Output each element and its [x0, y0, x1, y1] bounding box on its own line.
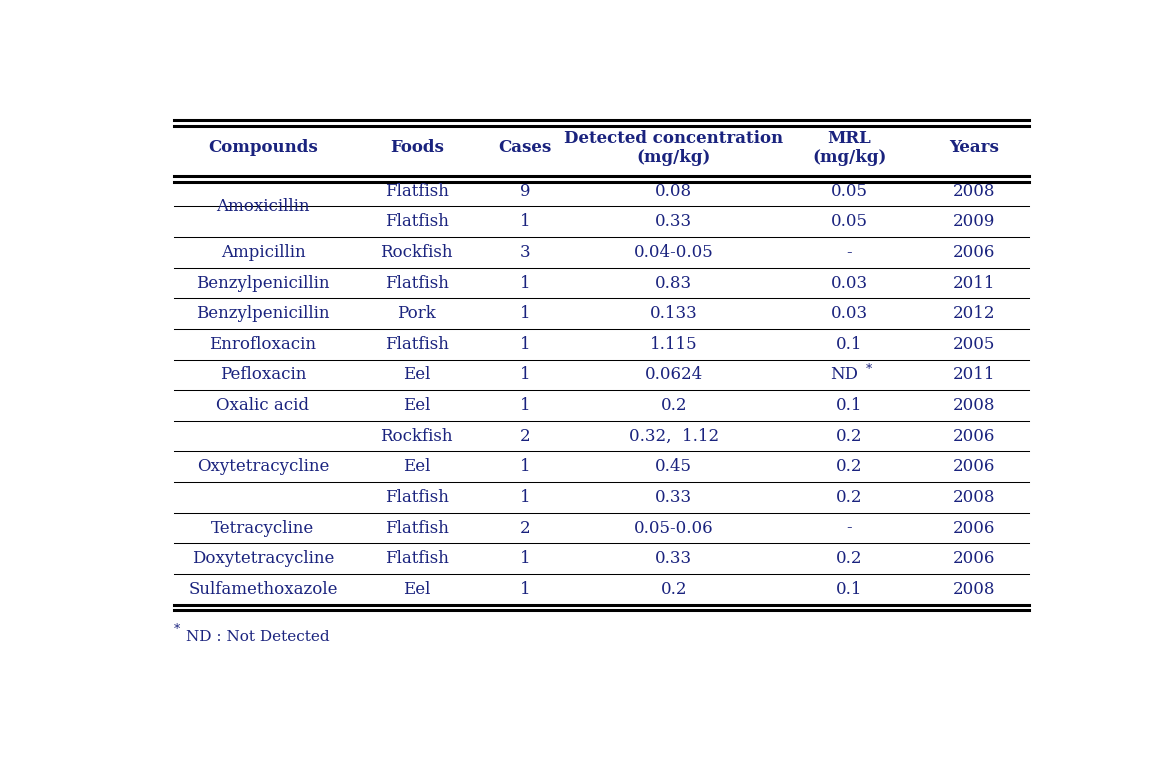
Text: Foods: Foods — [390, 139, 444, 156]
Text: 2008: 2008 — [953, 183, 996, 199]
Text: 1: 1 — [519, 489, 531, 506]
Text: 2005: 2005 — [953, 336, 996, 352]
Text: 0.133: 0.133 — [650, 305, 697, 322]
Text: Flatfish: Flatfish — [385, 519, 448, 537]
Text: 0.2: 0.2 — [836, 489, 863, 506]
Text: 0.05: 0.05 — [831, 213, 868, 230]
Text: 1: 1 — [519, 213, 531, 230]
Text: Oxytetracycline: Oxytetracycline — [197, 459, 329, 475]
Text: Tetracycline: Tetracycline — [211, 519, 315, 537]
Text: Flatfish: Flatfish — [385, 550, 448, 567]
Text: Eel: Eel — [403, 581, 431, 598]
Text: 0.08: 0.08 — [655, 183, 693, 199]
Text: 1: 1 — [519, 397, 531, 414]
Text: 3: 3 — [519, 244, 531, 261]
Text: 0.33: 0.33 — [655, 550, 693, 567]
Text: 2006: 2006 — [953, 459, 996, 475]
Text: Rockfish: Rockfish — [380, 428, 453, 445]
Text: 2006: 2006 — [953, 428, 996, 445]
Text: Enrofloxacin: Enrofloxacin — [209, 336, 317, 352]
Text: 0.2: 0.2 — [661, 397, 687, 414]
Text: 0.33: 0.33 — [655, 213, 693, 230]
Text: 2008: 2008 — [953, 397, 996, 414]
Text: ND: ND — [830, 366, 858, 384]
Text: 0.45: 0.45 — [655, 459, 693, 475]
Text: 0.2: 0.2 — [836, 459, 863, 475]
Text: -: - — [846, 244, 852, 261]
Text: Amoxicillin: Amoxicillin — [216, 198, 310, 215]
Text: 0.03: 0.03 — [830, 274, 868, 292]
Text: 2008: 2008 — [953, 581, 996, 598]
Text: *: * — [174, 623, 181, 636]
Text: 2008: 2008 — [953, 489, 996, 506]
Text: 1: 1 — [519, 274, 531, 292]
Text: Eel: Eel — [403, 397, 431, 414]
Text: Flatfish: Flatfish — [385, 213, 448, 230]
Text: 1: 1 — [519, 459, 531, 475]
Text: *: * — [866, 362, 872, 375]
Text: 1: 1 — [519, 366, 531, 384]
Text: 0.04-0.05: 0.04-0.05 — [634, 244, 714, 261]
Text: 0.0624: 0.0624 — [645, 366, 703, 384]
Text: 2012: 2012 — [953, 305, 996, 322]
Text: Eel: Eel — [403, 366, 431, 384]
Text: Pork: Pork — [397, 305, 436, 322]
Text: Rockfish: Rockfish — [380, 244, 453, 261]
Text: Pefloxacin: Pefloxacin — [220, 366, 306, 384]
Text: 0.2: 0.2 — [661, 581, 687, 598]
Text: 0.83: 0.83 — [655, 274, 693, 292]
Text: 1.115: 1.115 — [650, 336, 697, 352]
Text: Ampicillin: Ampicillin — [221, 244, 305, 261]
Text: MRL
(mg/kg): MRL (mg/kg) — [812, 130, 886, 166]
Text: 0.1: 0.1 — [836, 336, 863, 352]
Text: 2: 2 — [519, 428, 531, 445]
Text: 0.32,  1.12: 0.32, 1.12 — [629, 428, 718, 445]
Text: 0.1: 0.1 — [836, 581, 863, 598]
Text: 1: 1 — [519, 581, 531, 598]
Text: 2006: 2006 — [953, 519, 996, 537]
Text: Compounds: Compounds — [208, 139, 318, 156]
Text: 2011: 2011 — [953, 274, 996, 292]
Text: 2009: 2009 — [953, 213, 996, 230]
Text: 2: 2 — [519, 519, 531, 537]
Text: Sulfamethoxazole: Sulfamethoxazole — [188, 581, 338, 598]
Text: Cases: Cases — [498, 139, 552, 156]
Text: 0.2: 0.2 — [836, 428, 863, 445]
Text: Eel: Eel — [403, 459, 431, 475]
Text: Detected concentration
(mg/kg): Detected concentration (mg/kg) — [565, 130, 783, 166]
Text: Flatfish: Flatfish — [385, 274, 448, 292]
Text: 0.03: 0.03 — [830, 305, 868, 322]
Text: 9: 9 — [520, 183, 529, 199]
Text: 2011: 2011 — [953, 366, 996, 384]
Text: Flatfish: Flatfish — [385, 336, 448, 352]
Text: 1: 1 — [519, 336, 531, 352]
Text: Benzylpenicillin: Benzylpenicillin — [196, 274, 330, 292]
Text: 0.05: 0.05 — [831, 183, 868, 199]
Text: Flatfish: Flatfish — [385, 489, 448, 506]
Text: Benzylpenicillin: Benzylpenicillin — [196, 305, 330, 322]
Text: 0.05-0.06: 0.05-0.06 — [634, 519, 714, 537]
Text: 0.33: 0.33 — [655, 489, 693, 506]
Text: ND : Not Detected: ND : Not Detected — [185, 630, 330, 644]
Text: 2006: 2006 — [953, 244, 996, 261]
Text: Flatfish: Flatfish — [385, 183, 448, 199]
Text: 2006: 2006 — [953, 550, 996, 567]
Text: 0.1: 0.1 — [836, 397, 863, 414]
Text: Years: Years — [949, 139, 999, 156]
Text: 1: 1 — [519, 305, 531, 322]
Text: -: - — [846, 519, 852, 537]
Text: 1: 1 — [519, 550, 531, 567]
Text: Oxalic acid: Oxalic acid — [216, 397, 310, 414]
Text: 0.2: 0.2 — [836, 550, 863, 567]
Text: Doxytetracycline: Doxytetracycline — [191, 550, 335, 567]
